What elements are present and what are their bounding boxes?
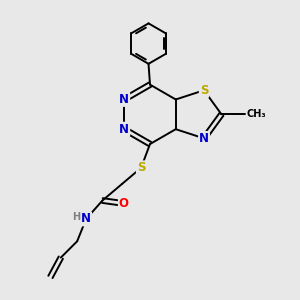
Text: N: N — [81, 212, 91, 226]
Text: N: N — [199, 132, 209, 145]
Text: N: N — [119, 123, 129, 136]
Text: H: H — [73, 212, 81, 223]
Text: S: S — [200, 84, 208, 97]
Text: S: S — [137, 161, 145, 174]
Text: CH₃: CH₃ — [246, 109, 266, 119]
Text: O: O — [119, 197, 129, 210]
Text: N: N — [119, 93, 129, 106]
